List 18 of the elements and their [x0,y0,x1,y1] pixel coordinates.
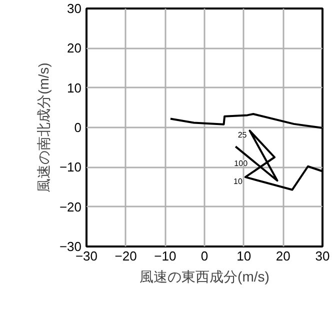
x-tick-label: 0 [200,248,208,264]
annotation: 100 [234,158,248,168]
y-tick-label: 0 [74,120,82,135]
y-tick-label: −10 [59,160,82,175]
y-tick-label: −30 [59,239,82,254]
x-tick-label: −10 [154,248,176,264]
x-axis-title: 風速の東西成分(m/s) [140,268,270,284]
annotation: 25 [238,130,248,140]
y-tick-label: 20 [67,40,82,56]
y-tick-label: 10 [67,80,82,96]
x-tick-label: −20 [114,248,137,264]
y-tick-label: 30 [67,1,82,16]
y-axis-title: 風速の南北成分(m/s) [35,62,52,192]
y-tick-label: −20 [59,199,82,214]
x-tick-label: 30 [315,248,330,264]
x-tick-label: 10 [236,248,252,264]
x-tick-label: 20 [276,248,290,264]
annotation: 10 [234,177,243,186]
